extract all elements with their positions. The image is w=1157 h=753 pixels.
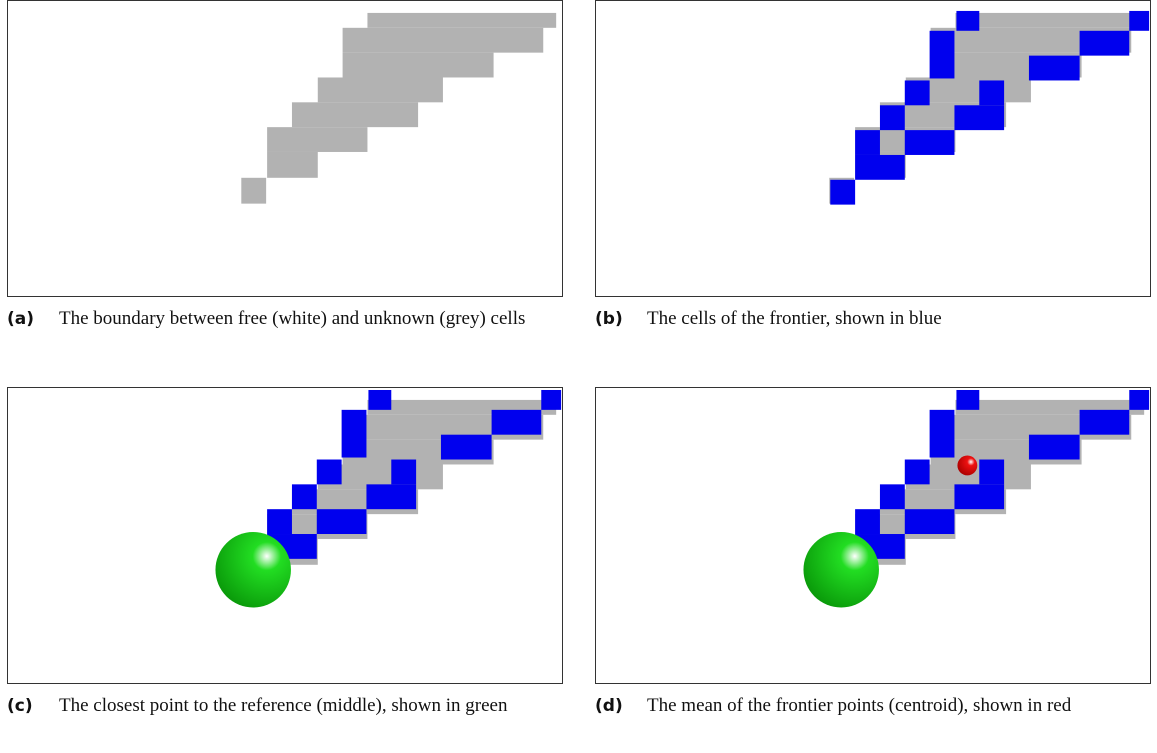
frontier-cell (541, 390, 561, 410)
unknown-cell (343, 53, 494, 78)
sphere (957, 456, 977, 476)
frontier-cell (366, 484, 416, 509)
panel-c (7, 387, 563, 684)
frontier-cell (1080, 31, 1130, 56)
frontier-cell (954, 484, 1004, 509)
frontier-cell (930, 31, 955, 79)
caption-label: (b) (595, 307, 647, 332)
panel-d (595, 387, 1151, 684)
caption-label: (c) (7, 694, 59, 719)
frontier-cell (317, 460, 342, 485)
unknown-cell (267, 152, 318, 178)
frontier-cell (292, 484, 317, 509)
frontier-cell (905, 130, 955, 155)
frontier-cell (368, 390, 391, 410)
frontier-cell (1129, 11, 1149, 31)
caption-b: (b)The cells of the frontier, shown in b… (595, 306, 1155, 332)
unknown-cell (343, 28, 544, 53)
frontier-cell (267, 509, 292, 534)
frontier-cell (979, 460, 1004, 485)
frontier-cell (979, 80, 1004, 105)
panel-b (595, 0, 1151, 297)
unknown-cell (267, 127, 367, 152)
frontier-cell (1080, 410, 1130, 435)
frontier-cell (830, 180, 855, 205)
sphere (215, 532, 290, 607)
frontier-cell (855, 509, 880, 534)
frontier-cell (930, 410, 955, 458)
caption-label: (a) (7, 307, 59, 332)
frontier-cell (391, 460, 416, 485)
frontier-cell (956, 390, 979, 410)
frontier-cell (855, 155, 905, 180)
unknown-cell (955, 13, 1144, 28)
frontier-cell (855, 130, 880, 155)
caption-a: (a)The boundary between free (white) and… (7, 306, 567, 332)
frontier-cell (905, 460, 930, 485)
sphere (803, 532, 878, 607)
unknown-cell (241, 178, 266, 204)
caption-c: (c)The closest point to the reference (m… (7, 693, 567, 719)
caption-text: The cells of the frontier, shown in blue (647, 308, 942, 329)
unknown-cell (318, 77, 443, 102)
caption-label: (d) (595, 694, 647, 719)
frontier-cell (1029, 56, 1080, 81)
caption-text: The mean of the frontier points (centroi… (647, 695, 1071, 716)
frontier-cell (880, 484, 905, 509)
unknown-cell (292, 102, 418, 127)
caption-d: (d)The mean of the frontier points (cent… (595, 693, 1155, 719)
unknown-cell (367, 13, 556, 28)
frontier-cell (1129, 390, 1149, 410)
frontier-cell (492, 410, 542, 435)
frontier-cell (954, 105, 1004, 130)
frontier-cell (1029, 435, 1080, 460)
frontier-cell (905, 80, 930, 105)
panel-a (7, 0, 563, 297)
frontier-cell (342, 410, 367, 458)
frontier-cell (880, 105, 905, 130)
frontier-cell (956, 11, 979, 31)
caption-text: The boundary between free (white) and un… (59, 308, 525, 329)
frontier-cell (905, 509, 955, 534)
frontier-cell (317, 509, 367, 534)
frontier-cell (441, 435, 492, 460)
figure-page: {"figure": {"subfigures": [ {"label": "(… (0, 0, 1157, 753)
caption-text: The closest point to the reference (midd… (59, 695, 507, 716)
